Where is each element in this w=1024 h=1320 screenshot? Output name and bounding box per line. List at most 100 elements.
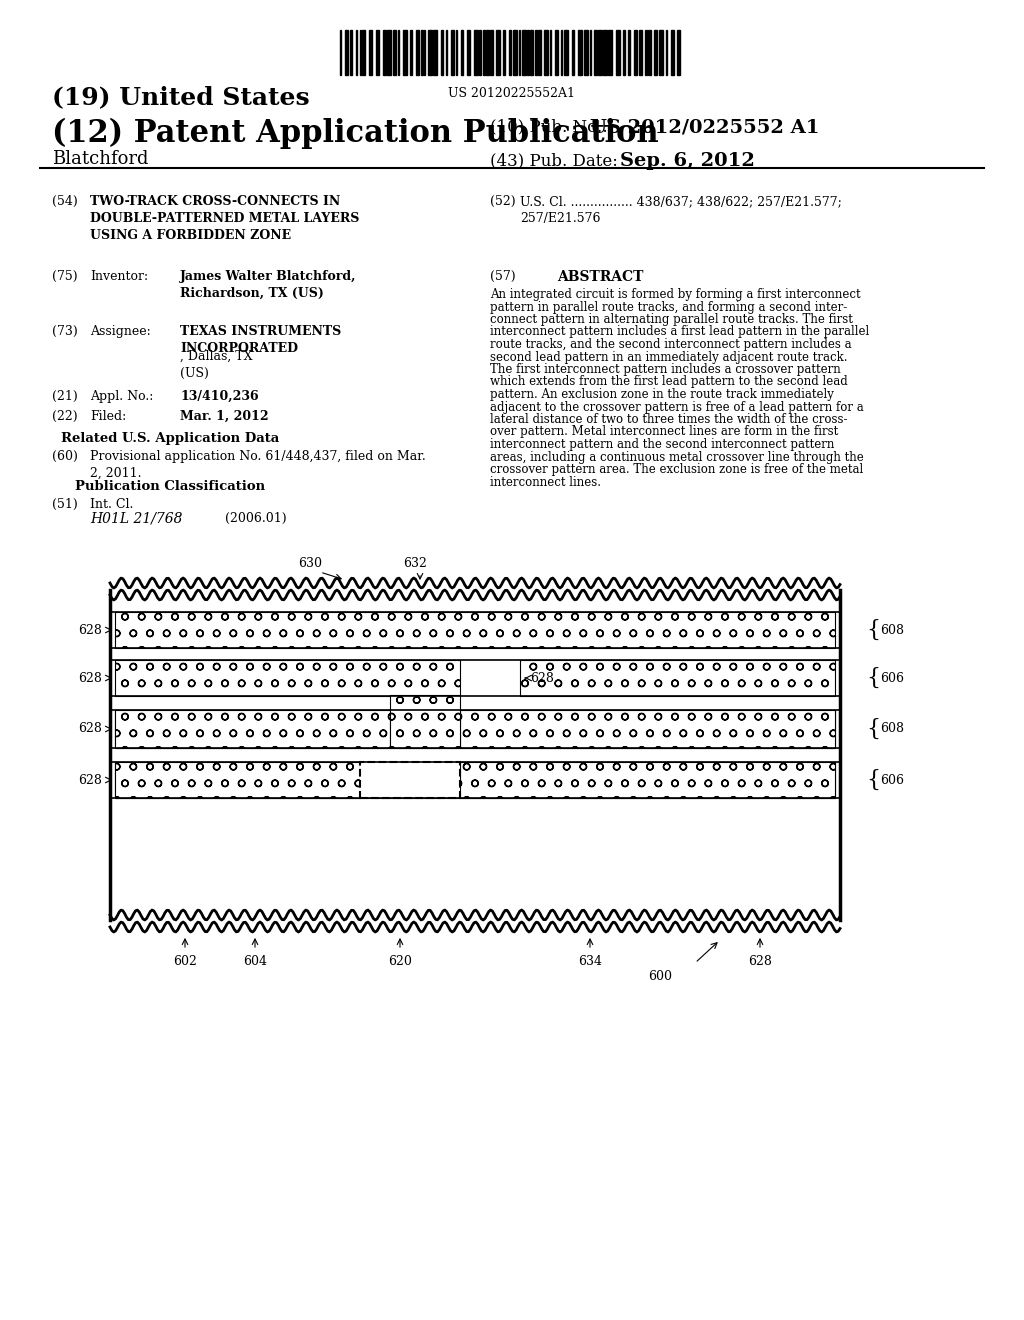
Bar — [387, 30, 391, 75]
Bar — [677, 30, 680, 75]
Text: (73): (73) — [52, 325, 78, 338]
Text: pattern. An exclusion zone in the route track immediately: pattern. An exclusion zone in the route … — [490, 388, 834, 401]
Bar — [496, 30, 500, 75]
Text: over pattern. Metal interconnect lines are form in the first: over pattern. Metal interconnect lines a… — [490, 425, 839, 438]
Text: Related U.S. Application Data: Related U.S. Application Data — [60, 432, 280, 445]
Text: 628: 628 — [530, 672, 554, 685]
Text: which extends from the first lead pattern to the second lead: which extends from the first lead patter… — [490, 375, 848, 388]
Text: (54): (54) — [52, 195, 78, 209]
Text: Int. Cl.: Int. Cl. — [90, 498, 133, 511]
Text: interconnect lines.: interconnect lines. — [490, 475, 601, 488]
Text: Publication Classification: Publication Classification — [75, 480, 265, 492]
Text: (52): (52) — [490, 195, 516, 209]
Text: {: { — [866, 619, 880, 642]
Bar — [639, 30, 642, 75]
Bar — [649, 30, 651, 75]
Text: lateral distance of two to three times the width of the cross-: lateral distance of two to three times t… — [490, 413, 848, 426]
Bar — [350, 30, 352, 75]
Bar — [486, 30, 489, 75]
Bar — [410, 30, 412, 75]
Text: 628: 628 — [749, 954, 772, 968]
Bar — [544, 30, 548, 75]
Text: connect pattern in alternating parallel route tracks. The first: connect pattern in alternating parallel … — [490, 313, 853, 326]
Text: interconnect pattern and the second interconnect pattern: interconnect pattern and the second inte… — [490, 438, 835, 451]
Bar — [634, 30, 637, 75]
Bar — [520, 660, 835, 696]
Text: (21): (21) — [52, 389, 78, 403]
Bar — [115, 612, 835, 648]
Text: James Walter Blatchford,
Richardson, TX (US): James Walter Blatchford, Richardson, TX … — [180, 271, 356, 300]
Text: ABSTRACT: ABSTRACT — [557, 271, 643, 284]
Bar — [383, 30, 386, 75]
Text: {: { — [866, 770, 880, 791]
Bar — [362, 30, 365, 75]
Text: Inventor:: Inventor: — [90, 271, 148, 282]
Bar — [527, 30, 529, 75]
Bar — [654, 30, 657, 75]
Bar — [115, 710, 390, 748]
Bar — [530, 30, 534, 75]
Bar — [369, 30, 372, 75]
Text: 630: 630 — [298, 557, 322, 570]
Text: Sep. 6, 2012: Sep. 6, 2012 — [620, 152, 755, 170]
Bar — [572, 30, 574, 75]
Text: 608: 608 — [880, 722, 904, 735]
Text: An integrated circuit is formed by forming a first interconnect: An integrated circuit is formed by formi… — [490, 288, 860, 301]
Text: (51): (51) — [52, 498, 78, 511]
Bar — [460, 762, 835, 799]
Bar — [393, 30, 396, 75]
Bar — [433, 30, 437, 75]
Text: interconnect pattern includes a first lead pattern in the parallel: interconnect pattern includes a first le… — [490, 326, 869, 338]
Bar — [115, 762, 360, 799]
Bar — [483, 30, 485, 75]
Bar — [403, 30, 407, 75]
Bar — [659, 30, 663, 75]
Text: route tracks, and the second interconnect pattern includes a: route tracks, and the second interconnec… — [490, 338, 852, 351]
Text: (43) Pub. Date:: (43) Pub. Date: — [490, 152, 617, 169]
Text: {: { — [866, 718, 880, 741]
Bar — [578, 30, 582, 75]
Text: 608: 608 — [880, 623, 904, 636]
Bar — [671, 30, 674, 75]
Text: 602: 602 — [173, 954, 197, 968]
Text: 606: 606 — [880, 774, 904, 787]
Text: crossover pattern area. The exclusion zone is free of the metal: crossover pattern area. The exclusion zo… — [490, 463, 863, 477]
Text: 13/410,236: 13/410,236 — [180, 389, 259, 403]
Bar — [474, 30, 478, 75]
Text: 628: 628 — [78, 672, 102, 685]
Bar — [608, 30, 612, 75]
Text: (60): (60) — [52, 450, 78, 463]
Bar — [115, 762, 835, 799]
Bar — [416, 30, 419, 75]
Bar — [564, 30, 568, 75]
Bar — [623, 30, 625, 75]
Text: TWO-TRACK CROSS-CONNECTS IN
DOUBLE-PATTERNED METAL LAYERS
USING A FORBIDDEN ZONE: TWO-TRACK CROSS-CONNECTS IN DOUBLE-PATTE… — [90, 195, 359, 242]
Bar — [376, 30, 379, 75]
Text: Assignee:: Assignee: — [90, 325, 151, 338]
Text: TEXAS INSTRUMENTS
INCORPORATED: TEXAS INSTRUMENTS INCORPORATED — [180, 325, 341, 355]
Text: Mar. 1, 2012: Mar. 1, 2012 — [180, 411, 268, 422]
Bar — [509, 30, 511, 75]
Text: 606: 606 — [880, 672, 904, 685]
Text: Appl. No.:: Appl. No.: — [90, 389, 154, 403]
Bar — [584, 30, 588, 75]
Bar — [421, 30, 423, 75]
Bar — [360, 762, 460, 799]
Bar — [513, 30, 517, 75]
Text: pattern in parallel route tracks, and forming a second inter-: pattern in parallel route tracks, and fo… — [490, 301, 847, 314]
Text: 600: 600 — [648, 970, 672, 983]
Bar — [479, 30, 481, 75]
Bar — [616, 30, 620, 75]
Text: The first interconnect pattern includes a crossover pattern: The first interconnect pattern includes … — [490, 363, 841, 376]
Bar — [598, 30, 602, 75]
Bar — [522, 30, 526, 75]
Bar — [441, 30, 443, 75]
Bar — [390, 696, 460, 748]
Bar — [603, 30, 607, 75]
Text: , Dallas, TX
(US): , Dallas, TX (US) — [180, 350, 253, 380]
Bar — [451, 30, 454, 75]
Text: US 20120225552A1: US 20120225552A1 — [449, 87, 575, 100]
Bar — [594, 30, 597, 75]
Bar — [428, 30, 432, 75]
Text: Provisional application No. 61/448,437, filed on Mar.
2, 2011.: Provisional application No. 61/448,437, … — [90, 450, 426, 480]
